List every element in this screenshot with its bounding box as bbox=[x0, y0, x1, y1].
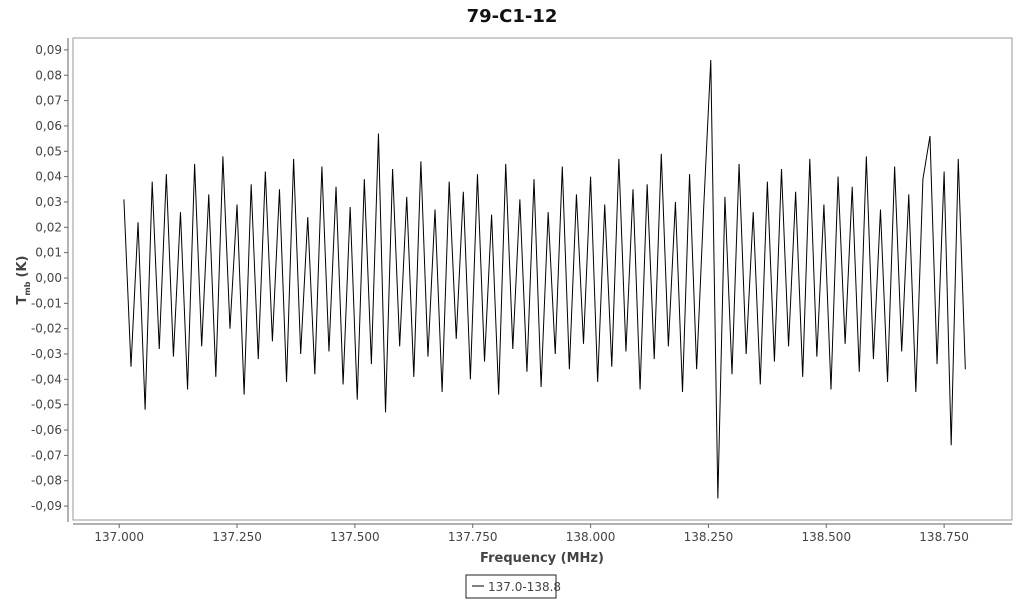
x-tick-label: 138.750 bbox=[919, 530, 969, 544]
y-tick-label: -0,05 bbox=[31, 398, 62, 412]
y-tick-label: -0,03 bbox=[31, 347, 62, 361]
x-tick-label: 137.250 bbox=[212, 530, 262, 544]
y-tick-label: 0,03 bbox=[35, 195, 62, 209]
y-tick-label: 0,01 bbox=[35, 246, 62, 260]
x-axis-title: Frequency (MHz) bbox=[480, 551, 604, 566]
spectrum-line bbox=[123, 60, 966, 499]
x-tick-label: 138.250 bbox=[684, 530, 734, 544]
legend-box bbox=[465, 574, 557, 599]
x-tick-label: 137.750 bbox=[448, 530, 498, 544]
y-tick-label: 0,00 bbox=[35, 271, 62, 285]
plot-border bbox=[72, 37, 1013, 521]
x-tick-label: 137.000 bbox=[94, 530, 144, 544]
y-tick-label: 0,07 bbox=[35, 94, 62, 108]
y-tick-label: -0,01 bbox=[31, 296, 62, 310]
chart-title: 79-C1-12 bbox=[467, 6, 558, 27]
y-tick-label: 0,08 bbox=[35, 68, 62, 82]
y-tick-label: -0,09 bbox=[31, 499, 62, 513]
y-tick-label: -0,08 bbox=[31, 474, 62, 488]
y-tick-label: 0,06 bbox=[35, 119, 62, 133]
x-tick-label: 137.500 bbox=[330, 530, 380, 544]
y-axis-title: Tmb (K) bbox=[15, 256, 32, 305]
y-tick-label: -0,07 bbox=[31, 448, 62, 462]
y-tick-label: 0,02 bbox=[35, 220, 62, 234]
y-subscript: mb bbox=[23, 281, 32, 295]
y-tick-label: -0,04 bbox=[31, 372, 62, 386]
y-tick-label: -0,06 bbox=[31, 423, 62, 437]
legend-label: 137.0-138.8 bbox=[488, 580, 561, 594]
y-tick-label: 0,04 bbox=[35, 170, 62, 184]
x-tick-label: 138.000 bbox=[566, 530, 616, 544]
x-tick-label: 138.500 bbox=[801, 530, 851, 544]
y-tick-label: 0,09 bbox=[35, 43, 62, 57]
y-unit: (K) bbox=[15, 256, 30, 278]
y-tick-label: 0,05 bbox=[35, 144, 62, 158]
y-symbol: T bbox=[15, 295, 30, 304]
y-tick-label: -0,02 bbox=[31, 322, 62, 336]
